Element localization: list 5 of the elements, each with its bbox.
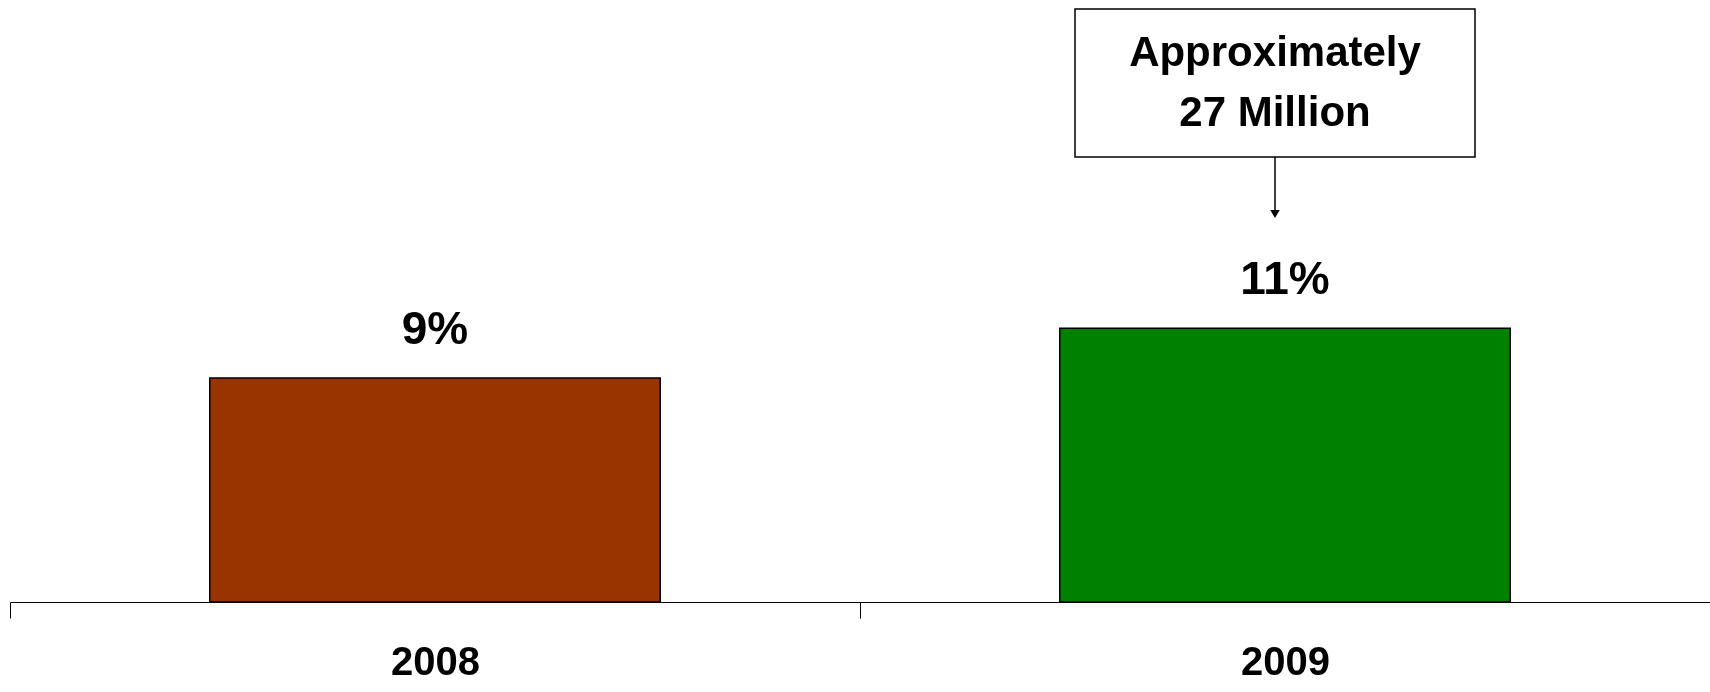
x-tick-label: 2009 [1241, 638, 1330, 683]
x-tick-label: 2008 [391, 638, 480, 683]
text: Approximately 27 Million [1129, 28, 1422, 135]
data-label: 9% [401, 302, 469, 355]
data-label: 11% [1240, 252, 1330, 305]
